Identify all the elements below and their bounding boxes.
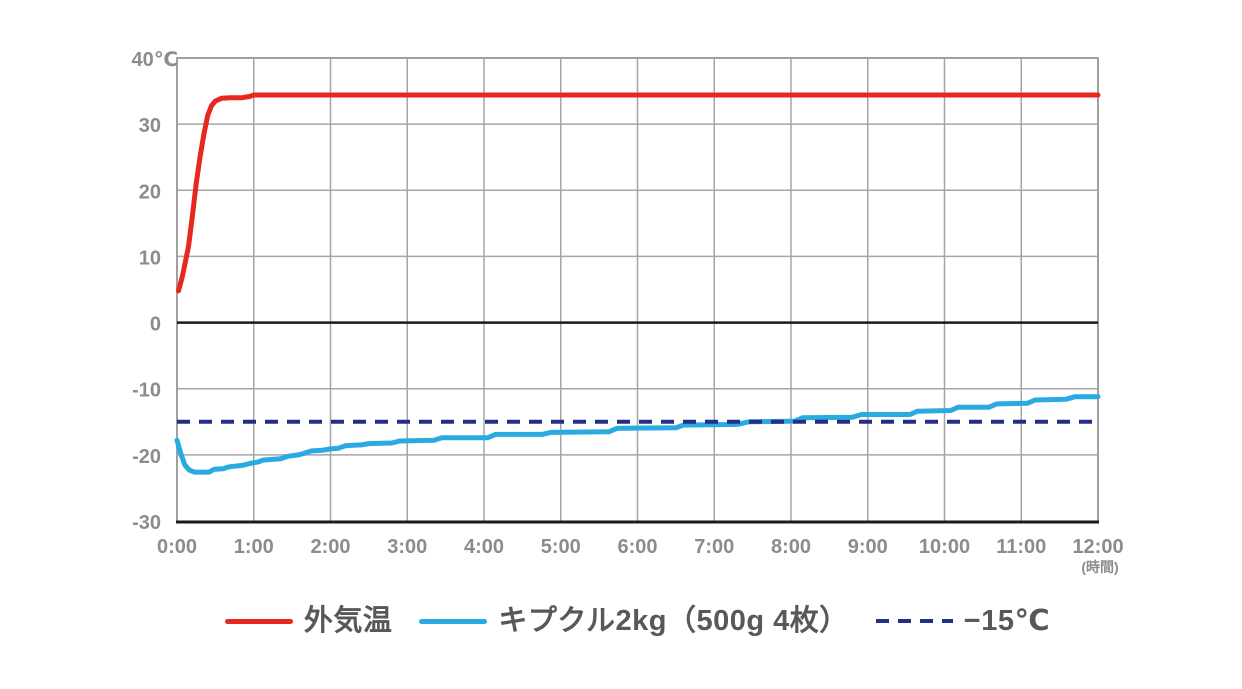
legend-item-kipukuru: キプクル2kg（500g 4枚） [419,604,849,637]
svg-text:-30: -30 [132,512,161,534]
blue-line-swatch [419,618,488,624]
svg-text:0: 0 [150,314,161,336]
legend-item-minus-15: −15℃ [875,604,1051,637]
svg-text:12:00: 12:00 [1072,536,1123,558]
svg-text:2:00: 2:00 [310,536,350,558]
svg-text:9:00: 9:00 [848,536,888,558]
chart-legend: 外気温 キプクル2kg（500g 4枚） −15℃ [177,603,1098,639]
svg-text:1:00: 1:00 [234,536,274,558]
legend-label-kipukuru: キプクル2kg（500g 4枚） [498,604,849,637]
svg-text:(時間): (時間) [1081,559,1118,575]
svg-text:4:00: 4:00 [464,536,504,558]
svg-text:6:00: 6:00 [617,536,657,558]
dashed-line-swatch [875,619,953,623]
svg-text:30: 30 [139,115,161,137]
svg-text:8:00: 8:00 [771,536,811,558]
svg-text:10:00: 10:00 [919,536,970,558]
legend-item-outside-temperature: 外気温 [224,604,393,637]
legend-label-outside-temperature: 外気温 [303,604,393,637]
red-line-swatch [224,618,293,624]
svg-text:10: 10 [139,247,161,269]
svg-text:20: 20 [139,181,161,203]
svg-text:3:00: 3:00 [387,536,427,558]
svg-text:-20: -20 [132,446,161,468]
svg-text:11:00: 11:00 [996,536,1046,558]
legend-label-minus-15: −15℃ [963,604,1051,637]
svg-text:40℃: 40℃ [132,49,178,71]
svg-text:5:00: 5:00 [541,536,581,558]
svg-text:-10: -10 [132,380,161,402]
svg-text:7:00: 7:00 [694,536,734,558]
svg-text:0:00: 0:00 [157,536,197,558]
